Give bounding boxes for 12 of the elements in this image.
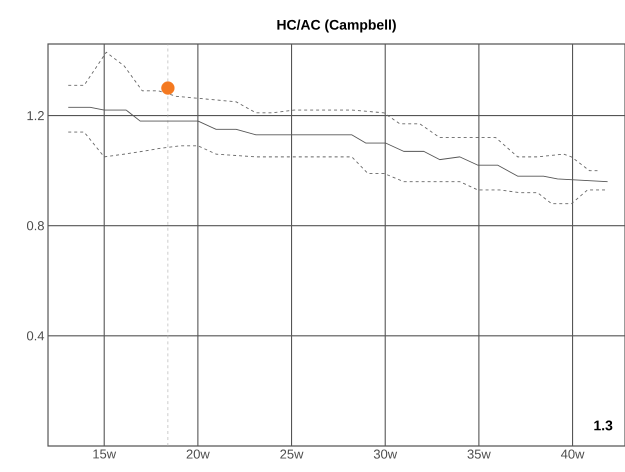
line-series bbox=[68, 52, 598, 172]
x-tick-label: 15w bbox=[93, 450, 116, 459]
chart-title: HC/AC (Campbell) bbox=[277, 19, 396, 32]
x-tick-label: 25w bbox=[280, 450, 304, 459]
y-tick-label: 1.2 bbox=[27, 111, 44, 120]
x-tick-label: 30w bbox=[374, 450, 398, 459]
x-tick-label: 40w bbox=[560, 450, 584, 459]
x-tick-label: 20w bbox=[186, 450, 210, 459]
annotation: 1.3 bbox=[594, 420, 612, 430]
x-tick-label: 35w bbox=[468, 450, 491, 459]
y-tick-label: 0.8 bbox=[26, 221, 44, 230]
y-tick-label: 0.4 bbox=[26, 331, 44, 340]
